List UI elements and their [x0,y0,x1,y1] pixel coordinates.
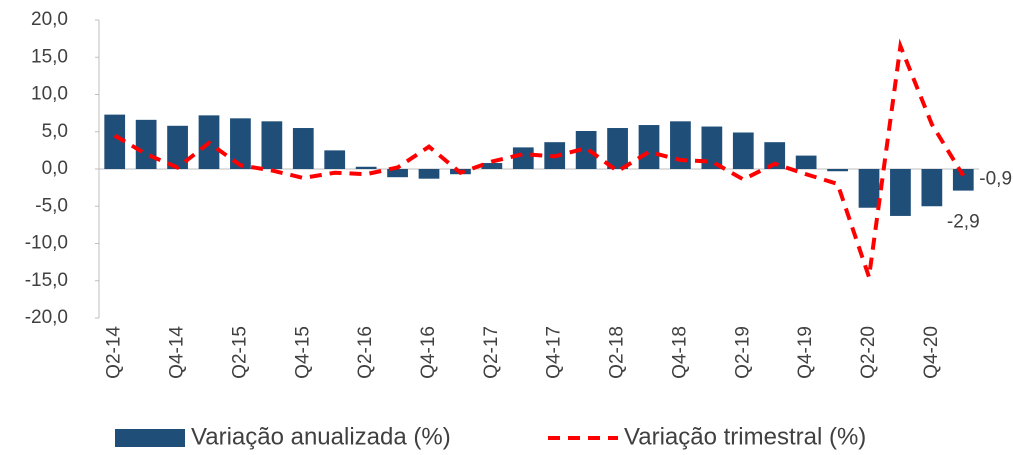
bar [230,118,251,169]
bar [167,125,188,169]
data-label: -0,9 [979,169,1012,190]
data-label: -2,9 [947,212,980,233]
bar [607,128,628,169]
x-tick-label: Q4-20 [921,326,942,379]
x-tick-label: Q2-20 [858,326,879,379]
bar [292,128,314,169]
y-tick-label: 20,0 [31,9,68,30]
bar [638,125,660,169]
bar [512,147,534,169]
x-tick-label: Q4-14 [167,326,188,379]
bar [701,126,723,169]
x-tick-label: Q4-17 [544,326,565,379]
bar [764,142,786,169]
y-tick-label: 10,0 [31,84,68,105]
bar [324,150,346,169]
x-tick-label: Q4-18 [669,326,690,379]
bar [355,166,377,169]
bar [104,114,126,169]
x-tick-label: Q4-19 [795,326,816,379]
x-tick-label: Q2-19 [732,326,753,379]
y-tick-label: 5,0 [42,121,68,142]
y-tick-label: 0,0 [42,158,68,179]
y-tick-label: -20,0 [25,307,68,328]
y-tick-label: 15,0 [31,46,68,67]
x-tick-label: Q2-17 [481,326,502,379]
bar [418,169,440,179]
bar [952,169,974,191]
bar [921,169,943,207]
x-tick-label: Q2-16 [355,326,376,379]
legend-label: Variação anualizada (%) [191,423,451,450]
x-tick-label: Q2-18 [607,326,628,379]
line [113,38,965,278]
x-tick-label: Q4-15 [292,326,313,379]
y-tick-label: -10,0 [25,233,68,254]
bar [795,155,817,169]
x-tick-label: Q4-16 [418,326,439,379]
y-tick-label: -15,0 [25,270,68,291]
bar [890,169,911,216]
bar [135,119,157,169]
bar [261,121,283,169]
bar [827,169,848,172]
legend-label: Variação trimestral (%) [624,423,866,450]
bar [858,169,880,208]
x-tick-label: Q2-15 [229,326,250,379]
x-tick-label: Q2-14 [104,326,125,379]
bar [670,121,691,169]
bar [481,163,503,169]
legend-swatch [115,429,185,447]
y-tick-label: -5,0 [35,195,68,216]
bar [732,132,754,169]
bar [387,169,408,178]
bar [575,131,597,169]
